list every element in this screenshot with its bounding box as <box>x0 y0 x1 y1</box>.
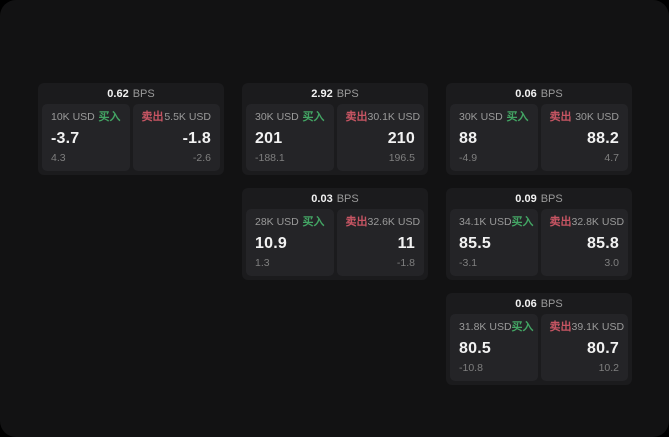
buy-label: 买入 <box>302 216 325 228</box>
bps-value: 0.09 <box>515 192 537 205</box>
bps-unit-label: BPS <box>540 87 563 100</box>
sell-panel[interactable]: 卖出 39.1K USD 80.7 10.2 <box>540 314 628 381</box>
bps-value: 0.62 <box>107 87 129 100</box>
buy-panel[interactable]: 10K USD 买入 -3.7 4.3 <box>42 104 130 171</box>
buy-price: 201 <box>255 129 283 147</box>
buy-label: 买入 <box>302 111 325 123</box>
buy-price: 88 <box>459 129 478 147</box>
sell-delta: 3.0 <box>604 257 619 269</box>
sell-price: -1.8 <box>182 129 211 147</box>
quote-card-3: 0.06 BPS 30K USD 买入 88 -4.9 卖出 30K USD 8… <box>446 83 632 175</box>
sell-price: 85.8 <box>587 234 619 252</box>
sell-label: 卖出 <box>549 321 572 333</box>
sell-delta: 10.2 <box>598 362 619 374</box>
bps-header: 0.06 BPS <box>446 293 632 314</box>
quote-card-4: 0.03 BPS 28K USD 买入 10.9 1.3 卖出 32.6K US… <box>242 188 428 280</box>
bps-unit-label: BPS <box>336 87 359 100</box>
buy-price: 85.5 <box>459 234 491 252</box>
bps-value: 2.92 <box>311 87 333 100</box>
bps-unit-label: BPS <box>540 192 563 205</box>
sell-price: 11 <box>397 234 415 252</box>
sell-price: 80.7 <box>587 339 619 357</box>
sell-panel[interactable]: 卖出 5.5K USD -1.8 -2.6 <box>132 104 220 171</box>
bps-unit-label: BPS <box>540 297 563 310</box>
buy-label: 买入 <box>511 321 534 333</box>
bps-header: 2.92 BPS <box>242 83 428 104</box>
sell-size: 32.6K USD <box>367 216 421 228</box>
quote-card-5: 0.09 BPS 34.1K USD 买入 85.5 -3.1 卖出 32.8K… <box>446 188 632 280</box>
sell-panel[interactable]: 卖出 30K USD 88.2 4.7 <box>540 104 628 171</box>
buy-delta: 1.3 <box>255 257 270 269</box>
sell-panel[interactable]: 卖出 30.1K USD 210 196.5 <box>336 104 424 171</box>
buy-delta: 4.3 <box>51 152 66 164</box>
bps-value: 0.06 <box>515 87 537 100</box>
bps-unit-label: BPS <box>336 192 359 205</box>
buy-panel[interactable]: 30K USD 买入 201 -188.1 <box>246 104 334 171</box>
sell-size: 30K USD <box>575 111 619 123</box>
buy-label: 买入 <box>506 111 529 123</box>
sell-panel[interactable]: 卖出 32.8K USD 85.8 3.0 <box>540 209 628 276</box>
buy-panel[interactable]: 30K USD 买入 88 -4.9 <box>450 104 538 171</box>
sell-label: 卖出 <box>345 216 368 228</box>
sell-price: 88.2 <box>587 129 619 147</box>
sell-delta: 4.7 <box>604 152 619 164</box>
buy-panel[interactable]: 34.1K USD 买入 85.5 -3.1 <box>450 209 538 276</box>
buy-delta: -10.8 <box>459 362 483 374</box>
buy-panel[interactable]: 28K USD 买入 10.9 1.3 <box>246 209 334 276</box>
buy-size: 10K USD <box>51 111 95 123</box>
sell-delta: -1.8 <box>396 257 415 269</box>
buy-size: 34.1K USD <box>459 216 512 228</box>
sell-label: 卖出 <box>345 111 368 123</box>
sell-label: 卖出 <box>141 111 164 123</box>
sell-panel[interactable]: 卖出 32.6K USD 11 -1.8 <box>336 209 424 276</box>
sell-label: 卖出 <box>549 216 572 228</box>
buy-size: 30K USD <box>255 111 299 123</box>
sell-delta: -2.6 <box>192 152 211 164</box>
buy-price: -3.7 <box>51 129 80 147</box>
buy-label: 买入 <box>98 111 121 123</box>
quote-card-1: 0.62 BPS 10K USD 买入 -3.7 4.3 卖出 5.5K USD… <box>38 83 224 175</box>
buy-label: 买入 <box>511 216 534 228</box>
bps-header: 0.09 BPS <box>446 188 632 209</box>
buy-panel[interactable]: 31.8K USD 买入 80.5 -10.8 <box>450 314 538 381</box>
buy-size: 28K USD <box>255 216 299 228</box>
buy-delta: -188.1 <box>255 152 285 164</box>
bps-value: 0.03 <box>311 192 333 205</box>
bps-header: 0.03 BPS <box>242 188 428 209</box>
bps-header: 0.62 BPS <box>38 83 224 104</box>
sell-label: 卖出 <box>549 111 572 123</box>
buy-delta: -4.9 <box>459 152 478 164</box>
bps-header: 0.06 BPS <box>446 83 632 104</box>
sell-size: 32.8K USD <box>571 216 625 228</box>
sell-size: 30.1K USD <box>367 111 421 123</box>
buy-size: 30K USD <box>459 111 503 123</box>
buy-price: 10.9 <box>255 234 287 252</box>
bps-value: 0.06 <box>515 297 537 310</box>
sell-size: 39.1K USD <box>571 321 625 333</box>
quote-card-6: 0.06 BPS 31.8K USD 买入 80.5 -10.8 卖出 39.1… <box>446 293 632 385</box>
buy-size: 31.8K USD <box>459 321 512 333</box>
quote-card-2: 2.92 BPS 30K USD 买入 201 -188.1 卖出 30.1K … <box>242 83 428 175</box>
sell-size: 5.5K USD <box>164 111 211 123</box>
buy-delta: -3.1 <box>459 257 478 269</box>
sell-delta: 196.5 <box>388 152 415 164</box>
sell-price: 210 <box>387 129 415 147</box>
buy-price: 80.5 <box>459 339 491 357</box>
bps-unit-label: BPS <box>132 87 155 100</box>
